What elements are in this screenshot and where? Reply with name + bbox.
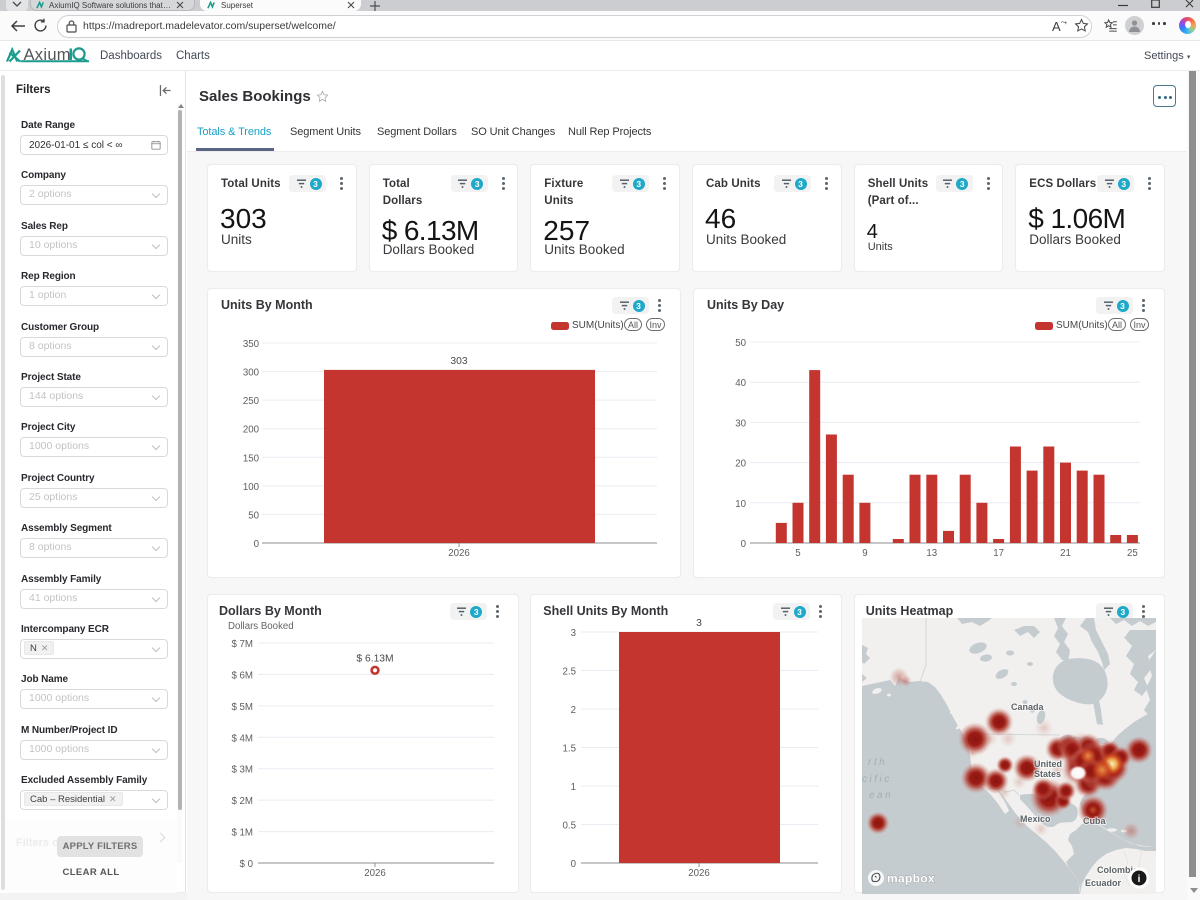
svg-text:0: 0 — [571, 859, 577, 870]
svg-text:21: 21 — [1060, 548, 1071, 559]
svg-text:$ 4M: $ 4M — [231, 733, 253, 744]
svg-text:0: 0 — [254, 539, 260, 550]
svg-text:2: 2 — [571, 705, 576, 716]
svg-text:cific: cific — [862, 774, 892, 785]
svg-text:Ecuador: Ecuador — [1085, 878, 1122, 888]
svg-text:10: 10 — [735, 499, 746, 510]
svg-text:$ 1M: $ 1M — [231, 828, 253, 839]
svg-text:3: 3 — [696, 618, 702, 629]
svg-text:13: 13 — [926, 548, 937, 559]
svg-text:mapbox: mapbox — [887, 872, 935, 886]
svg-text:50: 50 — [735, 338, 746, 349]
svg-text:Mexico: Mexico — [1020, 814, 1051, 824]
svg-text:5: 5 — [795, 548, 800, 559]
svg-text:17: 17 — [993, 548, 1004, 559]
svg-text:250: 250 — [243, 396, 260, 407]
svg-text:50: 50 — [248, 510, 259, 521]
svg-text:i: i — [1138, 874, 1141, 885]
svg-text:$ 5M: $ 5M — [231, 702, 253, 713]
svg-text:2026: 2026 — [364, 868, 386, 879]
svg-text:Colombia: Colombia — [1097, 865, 1139, 875]
svg-text:200: 200 — [243, 425, 260, 436]
svg-text:ean: ean — [869, 790, 893, 801]
svg-text:300: 300 — [243, 368, 260, 379]
svg-text:350: 350 — [243, 339, 260, 350]
svg-text:Cuba: Cuba — [1083, 816, 1106, 826]
svg-text:150: 150 — [243, 453, 260, 464]
svg-text:$ 6M: $ 6M — [231, 670, 253, 681]
svg-text:Dollars Booked: Dollars Booked — [228, 621, 294, 632]
svg-text:303: 303 — [450, 356, 467, 367]
svg-text:25: 25 — [1127, 548, 1138, 559]
svg-text:0.5: 0.5 — [563, 821, 576, 832]
svg-text:100: 100 — [243, 482, 260, 493]
svg-text:$ 3M: $ 3M — [231, 765, 253, 776]
svg-text:0: 0 — [741, 539, 747, 550]
svg-text:3: 3 — [571, 628, 576, 639]
svg-text:2026: 2026 — [689, 868, 711, 879]
svg-text:20: 20 — [735, 459, 746, 470]
svg-text:Axium: Axium — [24, 46, 71, 64]
svg-text:30: 30 — [735, 418, 746, 429]
svg-text:2026: 2026 — [448, 548, 470, 559]
svg-text:United: United — [1034, 759, 1062, 769]
svg-text:States: States — [1034, 769, 1061, 779]
svg-text:Canada: Canada — [1011, 702, 1045, 712]
svg-text:2.5: 2.5 — [563, 667, 576, 678]
svg-text:$ 0: $ 0 — [240, 859, 254, 870]
svg-text:$ 7M: $ 7M — [231, 639, 253, 650]
svg-text:rth: rth — [868, 757, 887, 768]
svg-text:1: 1 — [571, 782, 576, 793]
svg-text:9: 9 — [862, 548, 867, 559]
svg-text:1.5: 1.5 — [563, 744, 576, 755]
svg-text:40: 40 — [735, 378, 746, 389]
svg-text:$ 6.13M: $ 6.13M — [356, 653, 393, 664]
svg-text:$ 2M: $ 2M — [231, 796, 253, 807]
